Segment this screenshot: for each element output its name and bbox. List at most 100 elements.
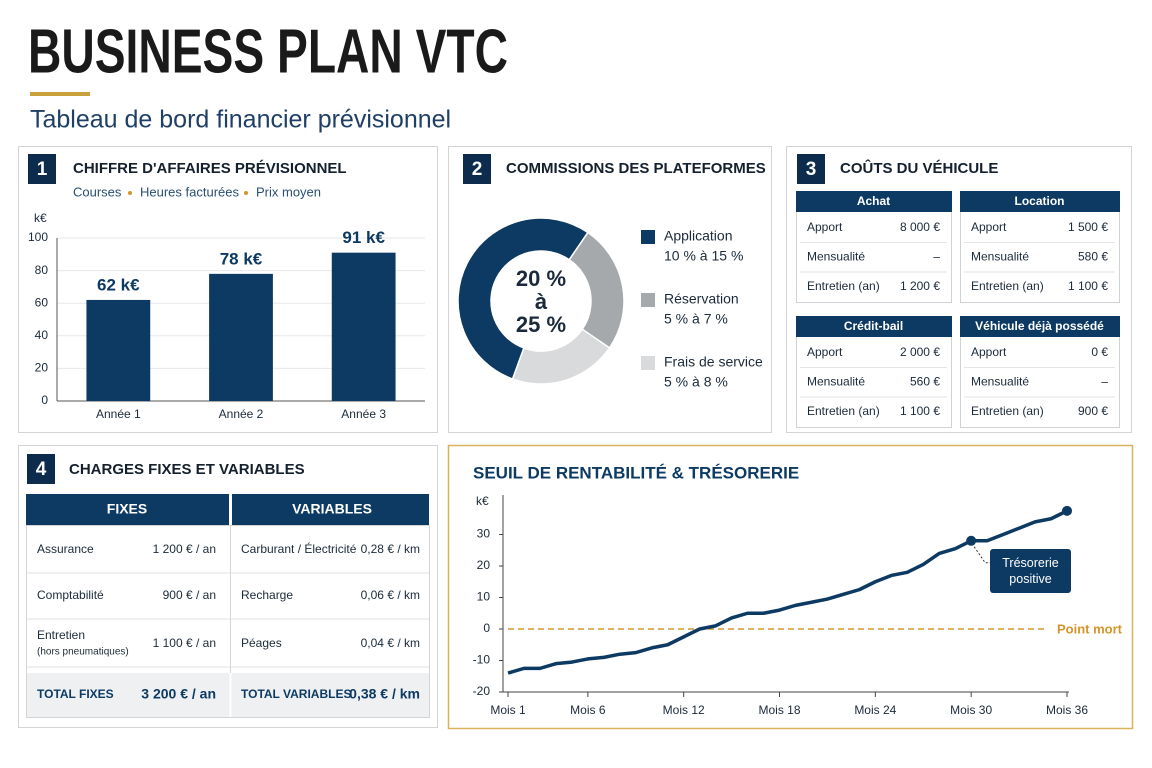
donut-center-label: 20 % bbox=[516, 266, 566, 291]
y-tick-label: 10 bbox=[477, 590, 491, 604]
row-value: – bbox=[1101, 375, 1108, 389]
legend-separator bbox=[128, 191, 132, 195]
row-label: Entretien (an) bbox=[807, 279, 880, 293]
panel-number: 3 bbox=[806, 159, 817, 180]
panel-title: SEUIL DE RENTABILITÉ & TRÉSORERIE bbox=[473, 463, 799, 482]
data-label: 78 k€ bbox=[220, 249, 263, 268]
legend-range: 10 % à 15 % bbox=[664, 248, 743, 264]
annotation: Trésorerie positive bbox=[1002, 556, 1059, 586]
row-label: Mensualité bbox=[971, 375, 1029, 389]
donut-slice bbox=[457, 217, 589, 380]
x-tick-label: Mois 18 bbox=[758, 703, 800, 717]
row-value: 1 200 € bbox=[900, 279, 940, 293]
row-value: 1 200 € / an bbox=[153, 542, 216, 556]
row-label: Péages bbox=[241, 636, 282, 650]
row-value: 560 € bbox=[910, 375, 940, 389]
legend-swatch bbox=[641, 293, 655, 307]
donut-center-label: 25 % bbox=[516, 312, 566, 337]
mini-table-header bbox=[960, 191, 1120, 212]
row-label: Entretien (an) bbox=[971, 279, 1044, 293]
y-tick-label: 60 bbox=[35, 295, 49, 309]
point-marker bbox=[1062, 505, 1072, 516]
row-label: Assurance bbox=[37, 542, 94, 556]
panel-number-box bbox=[27, 454, 55, 484]
y-tick-label: -10 bbox=[473, 653, 491, 667]
row-note: (hors pneumatiques) bbox=[37, 647, 129, 658]
x-tick-label: Mois 6 bbox=[570, 703, 606, 717]
reference-label: Point mort bbox=[1057, 621, 1123, 636]
legend-label: Application bbox=[664, 228, 733, 244]
y-tick-label: 20 bbox=[477, 558, 491, 572]
legend-swatch bbox=[641, 356, 655, 370]
x-tick-label: Mois 36 bbox=[1046, 703, 1088, 717]
row-value: 580 € bbox=[1078, 250, 1108, 264]
table-header bbox=[26, 494, 229, 525]
y-tick-label: 100 bbox=[28, 230, 48, 244]
row-label: Apport bbox=[971, 345, 1007, 359]
panel-title: COÛTS DU VÉHICULE bbox=[840, 159, 998, 177]
mini-table-title: Location bbox=[1015, 194, 1065, 208]
total-cell: 3 200 € / an bbox=[141, 686, 216, 702]
x-tick-label: Mois 1 bbox=[490, 703, 526, 717]
axis-label: k€ bbox=[476, 494, 489, 508]
x-tick-label: Mois 30 bbox=[950, 703, 992, 717]
legend-swatch bbox=[641, 230, 655, 244]
x-tick-label: Mois 24 bbox=[854, 703, 896, 717]
bar bbox=[331, 252, 396, 401]
row-value: 900 € / an bbox=[163, 588, 216, 602]
panel-title: CHARGES FIXES ET VARIABLES bbox=[69, 461, 305, 478]
total-cell: 0,38 € / km bbox=[349, 686, 420, 702]
total-cell: TOTAL VARIABLES bbox=[241, 687, 351, 701]
mini-table-title: Crédit-bail bbox=[844, 319, 903, 333]
row-value: 0,28 € / km bbox=[361, 542, 420, 556]
y-tick-label: 30 bbox=[477, 527, 491, 541]
axis-label: k€ bbox=[34, 211, 47, 225]
legend-item: Heures facturées bbox=[140, 184, 239, 199]
y-tick-label: 0 bbox=[41, 393, 48, 407]
row-value: 1 100 € bbox=[900, 404, 940, 418]
x-tick-label: Année 3 bbox=[341, 407, 386, 421]
table-header bbox=[232, 494, 429, 525]
annotation-text: Trésorerie positive bbox=[1002, 556, 1059, 586]
x-tick-label: Année 1 bbox=[96, 407, 141, 421]
row-label: Apport bbox=[971, 220, 1007, 234]
legend-range: 5 % à 8 % bbox=[664, 374, 728, 390]
row-label: Apport bbox=[807, 345, 843, 359]
panel-number: 2 bbox=[472, 159, 483, 180]
data-label: 62 k€ bbox=[97, 275, 140, 294]
legend-label: Frais de service bbox=[664, 354, 763, 370]
table-body bbox=[26, 525, 430, 718]
y-tick-label: 80 bbox=[35, 263, 49, 277]
donut-center-label: à bbox=[535, 289, 548, 314]
row-label: Mensualité bbox=[807, 375, 865, 389]
data-label: 91 k€ bbox=[342, 228, 385, 247]
row-label: Apport bbox=[807, 220, 843, 234]
panel-number-box bbox=[797, 154, 825, 184]
mini-table-title: Véhicule déjà possédé bbox=[975, 319, 1104, 333]
y-tick-label: 20 bbox=[35, 361, 49, 375]
column-header: VARIABLES bbox=[292, 501, 372, 517]
row-label: Recharge bbox=[241, 588, 293, 602]
panel-number-box bbox=[463, 154, 491, 184]
total-cell: TOTAL FIXES bbox=[37, 687, 114, 701]
title-underline bbox=[30, 92, 90, 96]
row-value: 1 100 € bbox=[1068, 279, 1108, 293]
row-label: Entretien bbox=[37, 628, 85, 642]
mini-table-header bbox=[796, 191, 952, 212]
legend-range: 5 % à 7 % bbox=[664, 311, 728, 327]
y-tick-label: 0 bbox=[483, 621, 490, 635]
panel-number: 1 bbox=[37, 159, 48, 180]
row-value: 8 000 € bbox=[900, 220, 940, 234]
donut-slice bbox=[511, 328, 611, 385]
total-row bbox=[27, 673, 429, 717]
page-subtitle: Tableau de bord financier prévisionnel bbox=[30, 106, 451, 134]
mini-table-header bbox=[796, 316, 952, 337]
row-value: 0,06 € / km bbox=[361, 588, 420, 602]
legend-item: Prix moyen bbox=[256, 184, 321, 199]
mini-table-header bbox=[960, 316, 1120, 337]
y-tick-label: 40 bbox=[35, 328, 49, 342]
row-value: 0,04 € / km bbox=[361, 636, 420, 650]
